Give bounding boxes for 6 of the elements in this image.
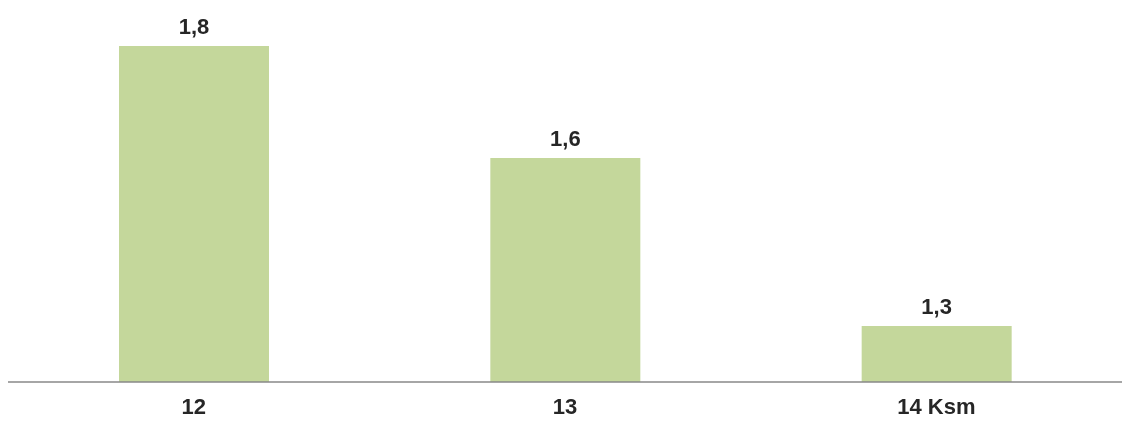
data-label: 1,6 xyxy=(550,126,581,151)
data-label: 1,8 xyxy=(178,14,210,39)
x-tick-label: 12 xyxy=(181,393,206,419)
data-label: 1,3 xyxy=(921,294,952,319)
x-tick-label: 13 xyxy=(552,393,578,419)
x-tick-label: 14 Ksm xyxy=(897,393,976,419)
